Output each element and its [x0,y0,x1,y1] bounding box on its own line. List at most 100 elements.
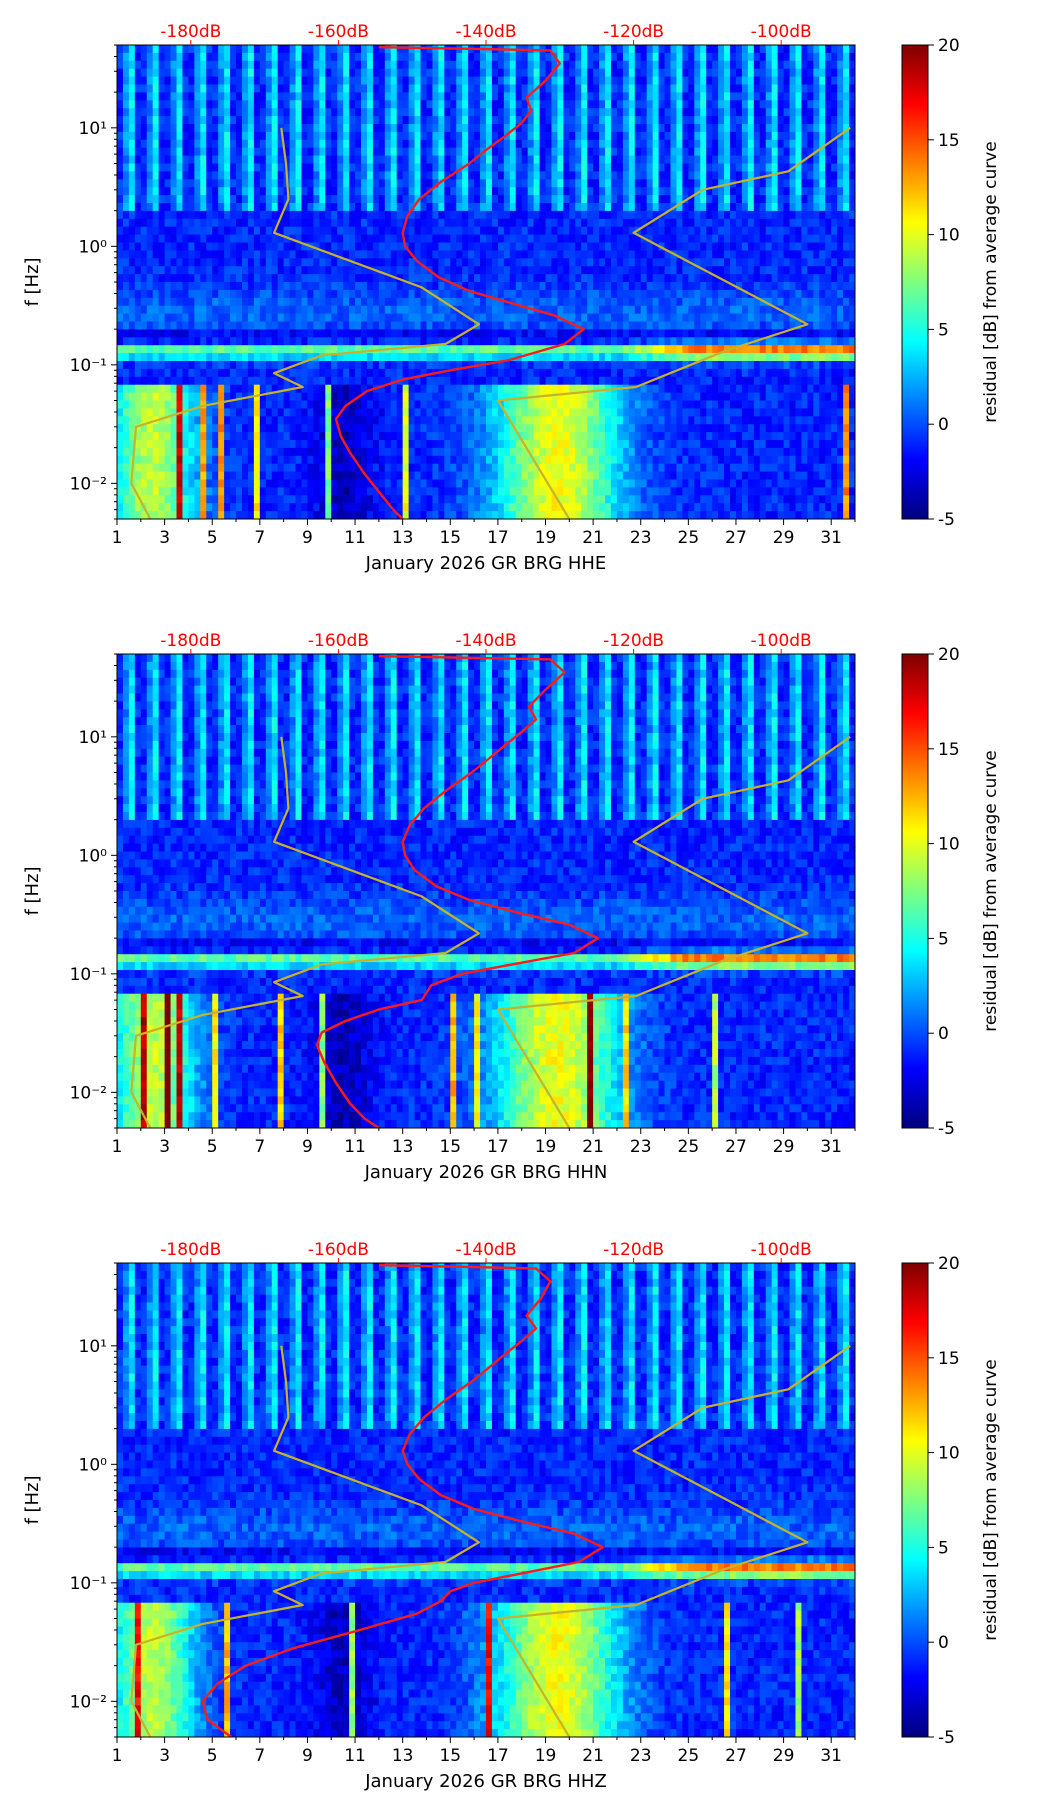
heatmap-cell [557,305,564,315]
heatmap-cell [361,266,368,275]
heatmap-cell [503,218,511,228]
heatmap-cell [361,321,368,330]
heatmap-cell [533,266,541,275]
heatmap-cell [164,155,172,165]
heatmap-cell [355,495,362,504]
heatmap-cell [593,155,600,165]
heatmap-cell [182,487,190,496]
heatmap-cell [176,282,184,291]
heatmap-cell [587,432,594,441]
heatmap-cell [361,195,368,204]
heatmap-cell [295,289,303,299]
heatmap-cell [241,116,249,125]
heatmap-cell [117,116,124,125]
heatmap-cell [521,226,529,236]
heatmap-cell [224,368,231,378]
heatmap-cell [450,503,457,512]
heatmap-cell [170,345,178,354]
heatmap-cell [117,424,124,433]
heatmap-cell [283,408,291,417]
heatmap-cell [224,163,231,172]
heatmap-cell [438,226,445,236]
heatmap-cell [295,424,303,433]
heatmap-cell [521,203,529,212]
heatmap-cell [402,440,410,449]
heatmap-cell [408,147,416,157]
heatmap-cell [182,195,190,204]
heatmap-cell [241,92,249,101]
heatmap-cell [241,131,249,141]
heatmap-cell [277,195,285,204]
heatmap-cell [438,131,445,141]
heatmap-cell [158,171,166,180]
heatmap-cell [188,337,195,346]
heatmap-cell [176,250,184,259]
heatmap-cell [265,52,273,62]
heatmap-cell [474,353,481,362]
heatmap-cell [456,289,463,299]
heatmap-cell [384,203,392,212]
heatmap-cell [337,274,344,283]
heatmap-cell [486,495,493,504]
heatmap-cell [420,68,428,78]
heatmap-cell [170,155,178,165]
heatmap-cell [343,416,350,425]
heatmap-cell [182,313,190,323]
heatmap-cell [212,266,219,275]
heatmap-cell [158,376,166,386]
heatmap-cell [170,321,178,330]
heatmap-cell [176,511,184,519]
heatmap-cell [408,187,416,196]
heatmap-cell [164,455,172,465]
heatmap-cell [408,108,416,117]
heatmap-cell [283,487,291,496]
heatmap-cell [468,511,475,519]
heatmap-cell [295,440,303,449]
heatmap-cell [188,250,195,259]
heatmap-cell [468,242,475,251]
heatmap-cell [539,242,547,251]
heatmap-cell [188,218,195,228]
heatmap-cell [355,210,362,220]
heatmap-cell [224,337,231,346]
heatmap-cell [277,511,285,519]
heatmap-cell [122,195,130,204]
heatmap-cell [253,155,261,165]
heatmap-cell [605,408,612,417]
heatmap-cell [206,282,213,291]
heatmap-cell [152,195,160,204]
heatmap-cell [551,92,559,101]
heatmap-cell [569,210,576,220]
heatmap-cell [462,258,469,267]
heatmap-cell [444,131,451,141]
heatmap-cell [533,258,541,267]
heatmap-cell [480,116,487,125]
heatmap-cell [230,463,237,473]
heatmap-cell [426,250,434,259]
heatmap-cell [164,171,172,180]
heatmap-cell [331,376,338,386]
heatmap-cell [539,455,547,465]
heatmap-cell [491,305,499,315]
heatmap-cell [194,471,201,481]
heatmap-cell [122,321,130,330]
heatmap-cell [438,258,445,267]
heatmap-cell [426,471,434,481]
heatmap-cell [569,440,576,449]
heatmap-cell [515,376,523,386]
heatmap-cell [527,353,535,362]
heatmap-cell [390,52,398,62]
heatmap-cell [140,487,148,496]
heatmap-cell [402,250,410,259]
heatmap-cell [325,234,332,244]
heatmap-cell [569,503,576,512]
heatmap-cell [581,337,588,346]
heatmap-cell [182,147,190,157]
heatmap-cell [152,234,160,244]
heatmap-cell [432,171,439,180]
heatmap-cell [420,195,428,204]
heatmap-cell [450,100,457,109]
heatmap-cell [134,171,142,180]
heatmap-cell [414,345,422,354]
heatmap-cell [140,329,148,338]
